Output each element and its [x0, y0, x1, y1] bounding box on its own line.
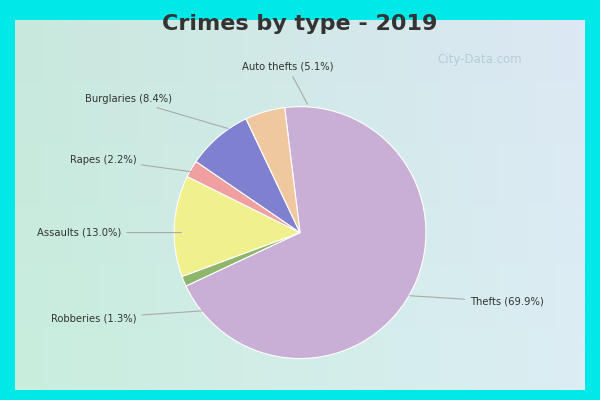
Text: Rapes (2.2%): Rapes (2.2%): [70, 154, 191, 172]
Text: Crimes by type - 2019: Crimes by type - 2019: [163, 14, 437, 34]
Text: City-Data.com: City-Data.com: [437, 54, 523, 66]
Wedge shape: [196, 119, 300, 232]
Text: Burglaries (8.4%): Burglaries (8.4%): [85, 94, 228, 128]
Text: Auto thefts (5.1%): Auto thefts (5.1%): [242, 62, 333, 104]
Text: Assaults (13.0%): Assaults (13.0%): [37, 228, 181, 238]
Text: Thefts (69.9%): Thefts (69.9%): [410, 296, 544, 307]
Wedge shape: [186, 107, 426, 358]
Wedge shape: [187, 162, 300, 232]
Wedge shape: [182, 232, 300, 286]
Wedge shape: [174, 176, 300, 276]
Wedge shape: [246, 108, 300, 232]
Text: Robberies (1.3%): Robberies (1.3%): [51, 311, 203, 323]
